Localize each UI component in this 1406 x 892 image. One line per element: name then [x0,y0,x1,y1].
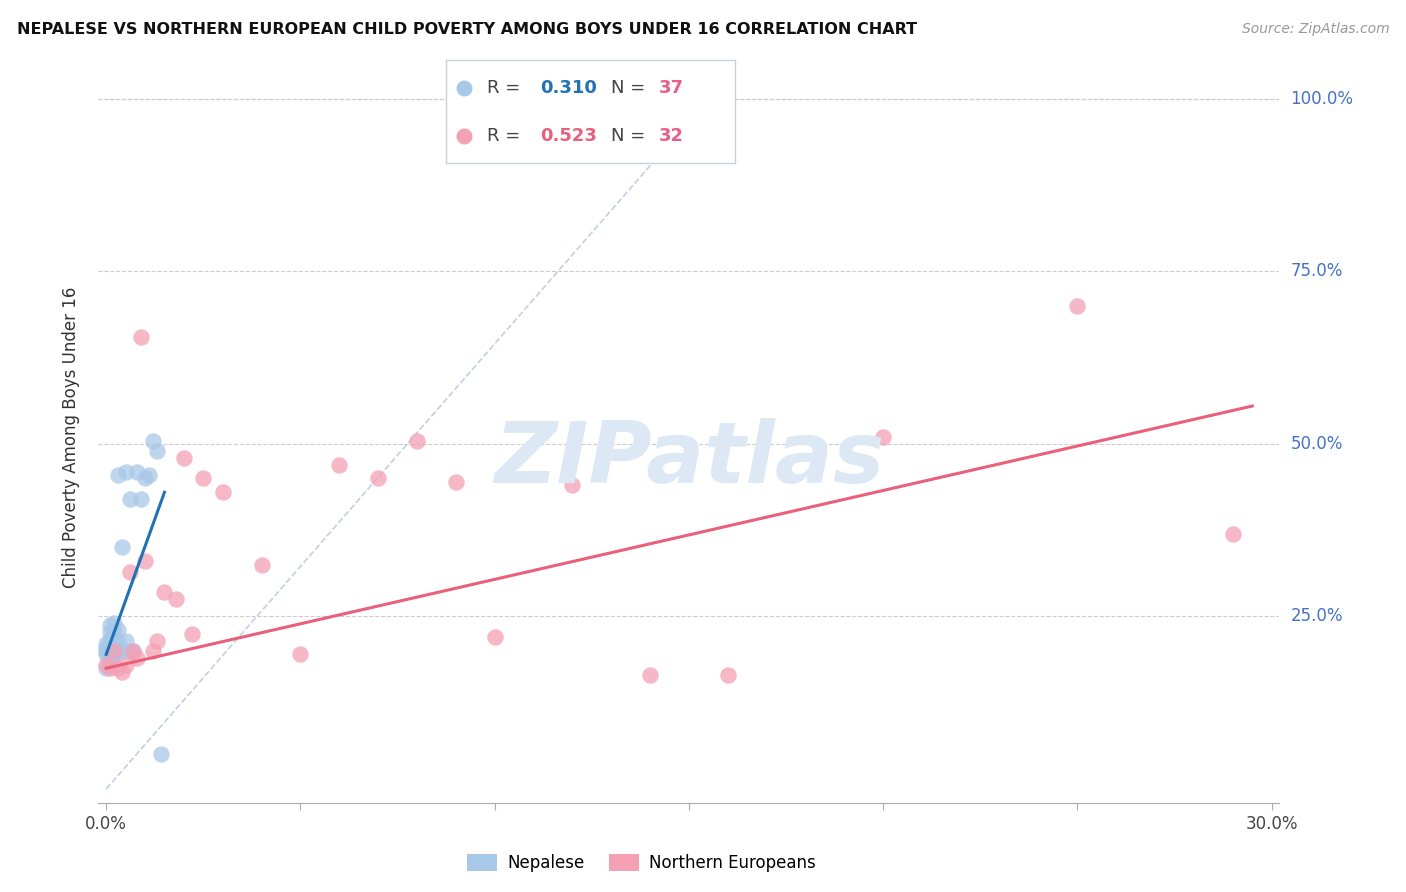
Point [118,492,141,507]
Point [127,465,149,479]
Text: R =: R = [486,128,526,145]
Point [96,661,118,675]
Point [98,642,121,657]
Text: 25.0%: 25.0% [1291,607,1343,625]
Point [96,644,118,658]
Point [103,632,125,646]
FancyBboxPatch shape [446,60,735,163]
Point [717,668,740,682]
Point [107,644,129,658]
Point [193,471,215,485]
Point [290,648,312,662]
Point [98,654,121,668]
Point [134,471,156,485]
Point [98,639,121,653]
Point [107,624,129,638]
Point [145,443,167,458]
Point [142,644,165,658]
Point [98,649,121,664]
Point [211,485,233,500]
Point [165,592,187,607]
Text: 32: 32 [658,128,683,145]
Point [145,633,167,648]
Point [98,632,121,646]
Point [561,478,583,492]
Point [638,668,661,682]
Point [122,644,145,658]
Point [103,644,125,658]
Text: Source: ZipAtlas.com: Source: ZipAtlas.com [1241,22,1389,37]
Point [173,450,195,465]
Text: ZIPatlas: ZIPatlas [494,417,884,500]
Text: 75.0%: 75.0% [1291,262,1343,280]
Point [122,644,145,658]
Text: N =: N = [612,128,651,145]
Point [444,475,467,489]
Point [1222,526,1244,541]
Point [107,661,129,675]
Text: NEPALESE VS NORTHERN EUROPEAN CHILD POVERTY AMONG BOYS UNDER 16 CORRELATION CHAR: NEPALESE VS NORTHERN EUROPEAN CHILD POVE… [17,22,917,37]
Point [111,644,134,658]
Text: N =: N = [612,79,651,97]
Point [107,468,129,483]
Point [98,661,121,675]
Point [111,665,134,679]
Point [142,434,165,448]
Text: 0.310: 0.310 [540,79,598,97]
Point [453,129,475,144]
Point [103,639,125,653]
Text: R =: R = [486,79,526,97]
Text: 50.0%: 50.0% [1291,435,1343,453]
Point [127,651,149,665]
Point [96,657,118,672]
Point [872,430,894,444]
Point [114,633,136,648]
Point [103,648,125,662]
Point [107,633,129,648]
Point [129,492,152,507]
Point [96,640,118,655]
Point [96,637,118,651]
Point [138,468,160,483]
Point [250,558,273,572]
Text: 37: 37 [658,79,683,97]
Point [111,541,134,555]
Point [153,585,176,599]
Point [103,648,125,662]
Point [484,630,506,644]
Legend: Nepalese, Northern Europeans: Nepalese, Northern Europeans [461,847,823,879]
Point [149,747,172,762]
Point [1066,299,1088,313]
Point [98,645,121,659]
Y-axis label: Child Poverty Among Boys Under 16: Child Poverty Among Boys Under 16 [62,286,80,588]
Point [98,624,121,639]
Point [96,648,118,662]
Point [129,330,152,344]
Point [367,471,389,485]
Point [98,617,121,632]
Point [118,644,141,658]
Point [103,624,125,639]
Text: 0.523: 0.523 [540,128,598,145]
Point [134,554,156,568]
Text: 100.0%: 100.0% [1291,90,1354,108]
Point [328,458,350,472]
Point [103,616,125,631]
Point [406,434,429,448]
Point [453,81,475,95]
Point [118,565,141,579]
Point [114,465,136,479]
Point [114,657,136,672]
Point [180,626,202,640]
